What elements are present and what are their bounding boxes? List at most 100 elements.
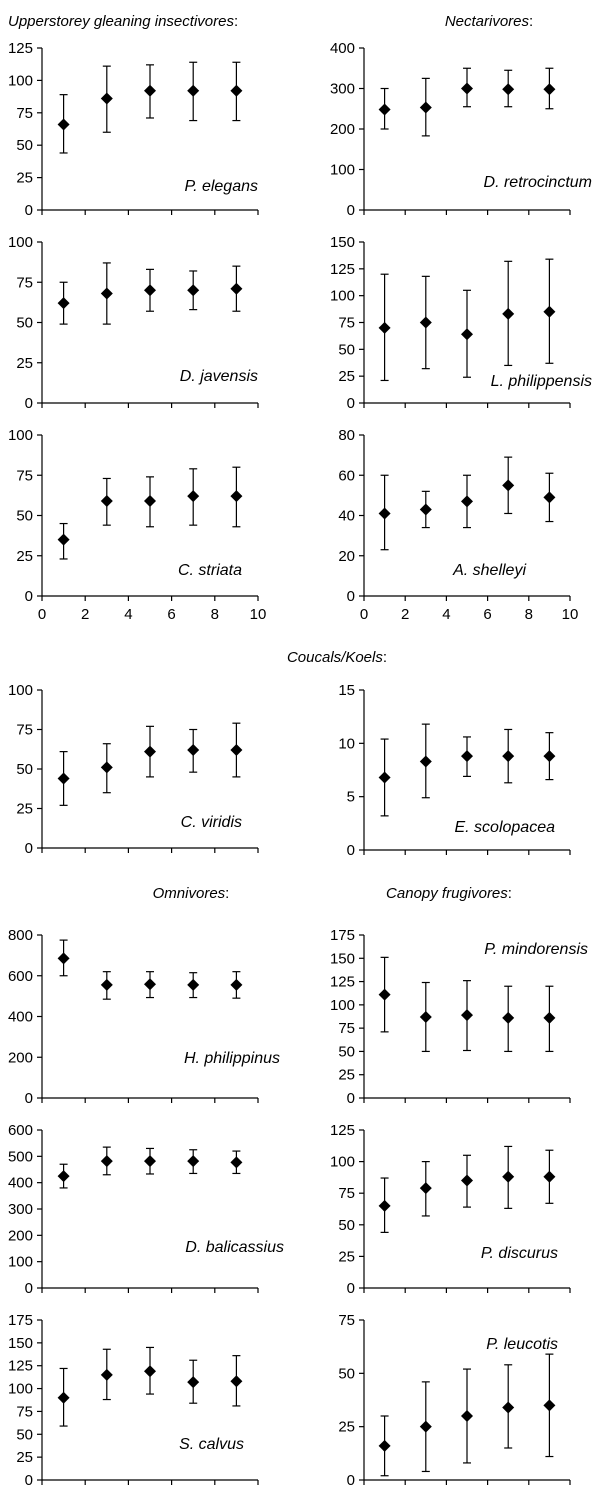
y-tick-label: 300 <box>330 81 355 98</box>
data-point-marker <box>144 1365 156 1378</box>
chart-panel-d-retrocinctum: 0 100 200 300 400 D. retrocinctum <box>330 40 592 219</box>
y-tick-label: 50 <box>338 1217 355 1234</box>
y-tick-label: 0 <box>347 1472 355 1489</box>
y-tick-label: 125 <box>330 974 355 991</box>
y-tick-label: 25 <box>16 548 33 565</box>
data-point-marker <box>378 507 391 520</box>
y-tick-label: 200 <box>8 1227 33 1244</box>
x-tick-label: 6 <box>483 606 491 623</box>
y-tick-label: 800 <box>8 927 33 944</box>
y-tick-label: 25 <box>338 1248 355 1265</box>
group-header-suffix: : <box>225 885 229 902</box>
data-point-marker <box>230 1375 243 1388</box>
y-tick-label: 150 <box>330 234 355 251</box>
data-point-marker <box>57 952 70 965</box>
x-tick-label: 10 <box>250 1490 267 1493</box>
y-tick-label: 100 <box>8 1254 33 1271</box>
y-tick-label: 0 <box>25 1090 33 1107</box>
group-header-suffix: : <box>529 13 533 30</box>
data-point-marker <box>502 1011 515 1024</box>
data-point-marker <box>187 744 200 757</box>
species-label: S. calvus <box>179 1436 244 1453</box>
data-point-marker <box>419 1182 432 1195</box>
y-tick-label: 100 <box>8 682 33 699</box>
group-header-canopy-frugivores: Canopy frugivores: <box>386 885 512 902</box>
data-point-marker <box>57 297 70 310</box>
data-point-marker <box>100 761 113 774</box>
data-point-marker <box>187 490 200 503</box>
y-tick-label: 25 <box>16 355 33 372</box>
y-tick-label: 50 <box>16 1426 33 1443</box>
data-point-marker <box>100 1368 113 1381</box>
y-tick-label: 400 <box>8 1009 33 1026</box>
y-tick-label: 10 <box>338 735 355 752</box>
data-point-marker <box>419 503 432 516</box>
data-point-marker <box>461 750 473 763</box>
y-tick-label: 0 <box>25 840 33 857</box>
data-point-marker <box>543 305 556 318</box>
data-point-marker <box>461 328 473 341</box>
species-label: P. elegans <box>184 178 258 195</box>
y-tick-label: 125 <box>8 1358 33 1375</box>
data-point-marker <box>502 750 515 763</box>
chart-panel-p-elegans: 0 25 50 75 100 125 P. elegans <box>8 40 259 219</box>
y-tick-label: 0 <box>347 842 355 859</box>
y-tick-label: 25 <box>338 1067 355 1084</box>
group-header-omnivores: Omnivores: <box>153 885 230 902</box>
chart-panel-p-discurus: 0 25 50 75 100 125 P. discurus <box>330 1122 571 1297</box>
data-point-marker <box>502 307 515 320</box>
y-tick-label: 0 <box>25 1472 33 1489</box>
x-tick-label: 0 <box>360 606 368 623</box>
chart-panel-p-mindorensis: 0 25 50 75 100 125 150 175 P. mindorensis <box>330 927 588 1107</box>
x-tick-label: 8 <box>211 1490 219 1493</box>
species-label: E. scolopacea <box>454 819 555 836</box>
data-point-marker <box>543 1170 556 1183</box>
data-point-marker <box>230 282 243 295</box>
data-point-marker <box>144 284 156 297</box>
data-point-marker <box>461 1410 473 1422</box>
y-tick-label: 100 <box>330 997 355 1014</box>
y-tick-label: 100 <box>8 427 33 444</box>
data-point-marker <box>378 1199 391 1212</box>
data-point-marker <box>543 83 556 96</box>
data-point-marker <box>461 1174 473 1187</box>
data-point-marker <box>187 84 200 97</box>
data-point-marker <box>502 83 515 96</box>
x-tick-label: 10 <box>562 1490 579 1493</box>
y-tick-label: 75 <box>16 467 33 484</box>
y-tick-label: 50 <box>338 1043 355 1060</box>
chart-panel-h-philippinus: 0 200 400 600 800 H. philippinus <box>8 927 280 1107</box>
y-tick-label: 100 <box>8 1381 33 1398</box>
data-point-marker <box>187 1155 200 1168</box>
y-tick-label: 600 <box>8 968 33 985</box>
y-tick-label: 200 <box>330 121 355 138</box>
x-tick-label: 0 <box>38 606 46 623</box>
x-tick-label: 2 <box>81 1490 89 1493</box>
data-point-marker <box>543 1011 556 1024</box>
data-point-marker <box>230 1156 243 1169</box>
y-tick-label: 50 <box>16 315 33 332</box>
species-label: H. philippinus <box>184 1050 280 1067</box>
y-tick-label: 125 <box>330 1122 355 1139</box>
y-tick-label: 25 <box>16 801 33 818</box>
y-tick-label: 75 <box>338 1185 355 1202</box>
y-tick-label: 80 <box>338 427 355 444</box>
data-point-marker <box>144 84 156 97</box>
group-header-suffix: : <box>508 885 512 902</box>
data-point-marker <box>57 772 70 785</box>
chart-panel-a-shelleyi: 0 20 40 60 80 0 2 4 6 8 10 A. shelleyi <box>338 427 578 623</box>
x-tick-label: 6 <box>167 1490 175 1493</box>
y-tick-label: 175 <box>330 927 355 944</box>
svg-text:Coucals/Koels:: Coucals/Koels: <box>287 649 387 666</box>
y-tick-label: 0 <box>25 1280 33 1297</box>
y-tick-label: 400 <box>8 1175 33 1192</box>
y-tick-label: 75 <box>338 315 355 332</box>
data-point-marker <box>187 978 200 991</box>
data-point-marker <box>230 978 243 991</box>
chart-panel-e-scolopacea: 0 5 10 15 E. scolopacea <box>338 682 571 859</box>
species-label: P. discurus <box>481 1245 558 1262</box>
x-tick-label: 4 <box>442 606 450 623</box>
data-point-marker <box>187 284 200 297</box>
group-header-suffix: : <box>234 13 238 30</box>
data-point-marker <box>543 491 556 504</box>
